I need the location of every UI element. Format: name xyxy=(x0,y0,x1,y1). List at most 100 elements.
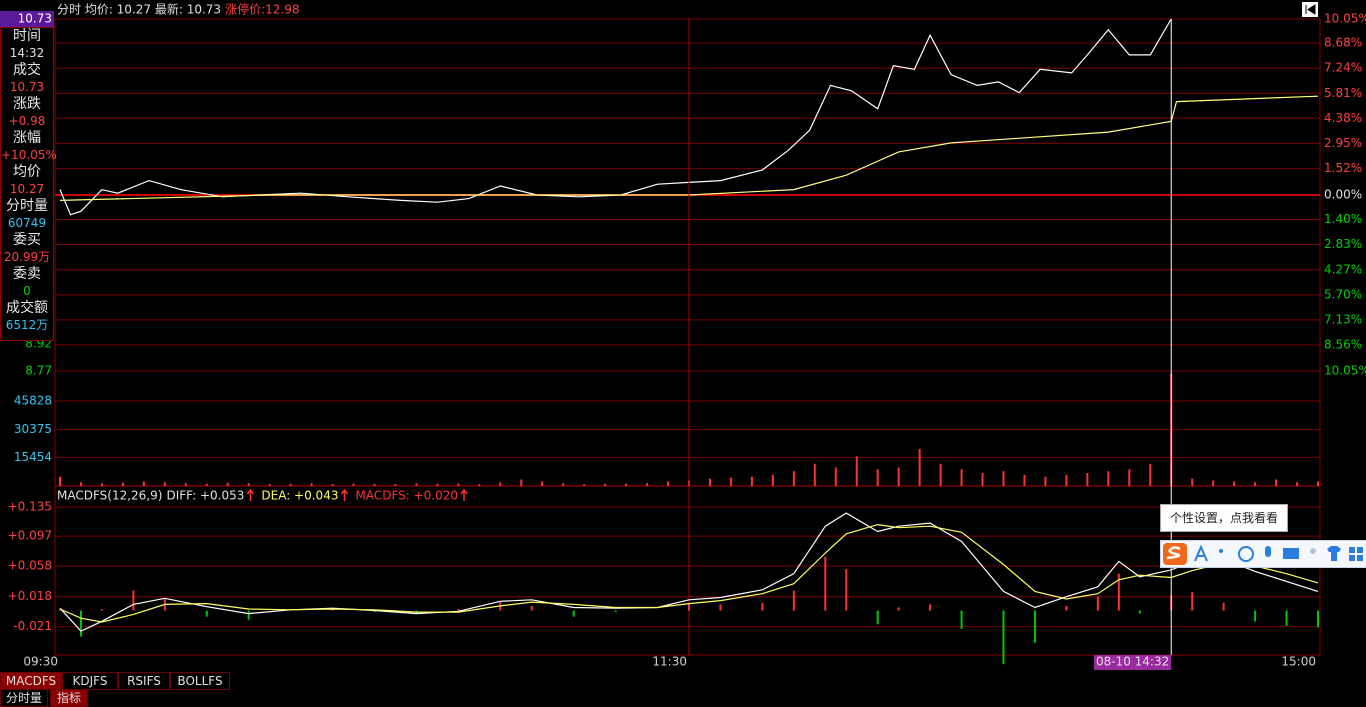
volume-bar xyxy=(457,483,460,486)
volume-bar xyxy=(750,476,753,486)
ime-icon[interactable] xyxy=(1310,548,1316,554)
volume-bar xyxy=(478,484,481,486)
volume-bar xyxy=(352,483,355,486)
volume-bar xyxy=(708,478,711,486)
volume-bar xyxy=(520,479,523,486)
volume-bar xyxy=(604,483,607,486)
cursor-price-bg xyxy=(0,11,54,27)
ime-icon[interactable] xyxy=(1349,547,1355,553)
y-tick-label: -0.021 xyxy=(13,619,52,633)
y2-tick-label: 4.27% xyxy=(1324,262,1362,276)
volume-bar xyxy=(100,483,103,486)
y-tick-label: 8.77 xyxy=(25,364,52,378)
volume-bar xyxy=(394,484,397,486)
info-value: 20.99万 xyxy=(3,250,51,264)
info-panel: 时间 14:32 成交 10.73 涨跌 +0.98 涨幅 +10.05% 均价 10.27 分时量… xyxy=(0,27,57,341)
volume-bar xyxy=(247,483,250,486)
cursor-price: 10.73 xyxy=(18,12,52,26)
info-value: 10.73 xyxy=(9,80,45,94)
tab[interactable]: 分时量 xyxy=(0,689,48,707)
price-line xyxy=(59,95,1319,201)
y2-tick-label: 1.52% xyxy=(1324,161,1362,175)
volume-bar xyxy=(1149,463,1152,486)
y2-tick-label: 5.81% xyxy=(1324,86,1362,100)
volume-bar xyxy=(1233,481,1236,486)
volume-bar xyxy=(373,483,376,486)
ime-icons xyxy=(1163,543,1363,565)
ime-icon[interactable] xyxy=(1357,547,1363,553)
tab[interactable]: RSIFS xyxy=(118,672,170,690)
info-label: 时间 xyxy=(13,28,41,44)
ime-icon[interactable] xyxy=(1357,555,1363,561)
volume-bar xyxy=(1044,476,1047,486)
ime-icon[interactable] xyxy=(1238,546,1254,562)
tab[interactable]: 指标 xyxy=(50,689,88,707)
info-label: 均价 xyxy=(13,164,41,180)
volume-bar xyxy=(1023,474,1026,486)
cursor-time: 08-10 14:32 xyxy=(1096,655,1169,669)
volume-bar xyxy=(436,483,439,486)
volume-bar xyxy=(79,482,82,486)
volume-bar xyxy=(121,482,124,486)
info-label: 成交 xyxy=(13,62,41,78)
macd-readout: DEA: +0.043 xyxy=(261,489,338,503)
macd-title: MACDFS(12,26,9) xyxy=(57,489,162,503)
volume-bar xyxy=(792,471,795,486)
macd-line xyxy=(59,512,1319,632)
y2-tick-label: 0.00% xyxy=(1324,188,1362,202)
info-value: 0 xyxy=(23,284,31,298)
macd-line xyxy=(59,523,1319,623)
volume-bar xyxy=(1128,469,1131,486)
y-tick-label: +0.135 xyxy=(8,500,52,514)
ime-icon[interactable] xyxy=(1283,548,1299,559)
volume-bar xyxy=(184,483,187,486)
info-value: 6512万 xyxy=(5,318,49,332)
x-tick-label: 15:00 xyxy=(1281,655,1316,669)
x-tick-label: 11:30 xyxy=(652,655,687,669)
ime-icon[interactable] xyxy=(1327,546,1341,561)
up-arrow xyxy=(460,488,468,501)
info-value: 14:32 xyxy=(9,46,45,60)
volume-bar xyxy=(1065,474,1068,486)
tab[interactable]: BOLLFS xyxy=(170,672,230,690)
ime-toolbar xyxy=(1160,540,1366,568)
y2-tick-label: 4.38% xyxy=(1324,111,1362,125)
volume-bar xyxy=(918,448,921,486)
volume-bar xyxy=(1086,473,1089,486)
volume-bar xyxy=(205,483,208,486)
y-tick-label: +0.018 xyxy=(8,589,52,603)
volume-bar xyxy=(855,456,858,486)
volume-bar xyxy=(834,467,837,486)
volume-bar xyxy=(729,477,732,486)
header-text: 分时 均价: 10.27 最新: 10.73 xyxy=(57,2,221,17)
ime-icon[interactable] xyxy=(1219,549,1223,553)
ime-icon[interactable] xyxy=(1194,544,1208,562)
tooltip[interactable]: 个性设置，点我看看 xyxy=(1160,504,1288,532)
info-value: 10.27 xyxy=(9,182,45,196)
volume-bar xyxy=(59,476,61,486)
volume-bar xyxy=(541,481,544,486)
volume-bar xyxy=(1275,479,1278,486)
tab[interactable]: MACDFS xyxy=(0,672,62,690)
volume-bar xyxy=(331,484,334,486)
volume-bar xyxy=(625,483,628,486)
volume-bar xyxy=(562,483,565,486)
volume-bar xyxy=(939,463,942,486)
volume-bar xyxy=(981,473,984,486)
ime-icon[interactable] xyxy=(1349,555,1355,561)
y2-tick-label: 7.24% xyxy=(1324,61,1362,75)
info-label: 涨幅 xyxy=(13,130,41,146)
volume-bar xyxy=(289,483,292,486)
info-value: +0.98 xyxy=(8,114,46,128)
ime-icon[interactable] xyxy=(1265,546,1271,557)
info-label: 委买 xyxy=(13,232,41,248)
tab[interactable]: KDJFS xyxy=(62,672,118,690)
volume-bar xyxy=(1212,480,1215,486)
info-label: 成交额 xyxy=(6,300,48,316)
info-value: +10.05% xyxy=(1,148,57,162)
info-value: 60749 xyxy=(7,216,47,230)
volume-bar xyxy=(415,483,418,486)
volume-bar xyxy=(142,481,145,486)
cursor-time-bg xyxy=(1093,655,1172,670)
x-tick-label: 09:30 xyxy=(23,655,58,669)
